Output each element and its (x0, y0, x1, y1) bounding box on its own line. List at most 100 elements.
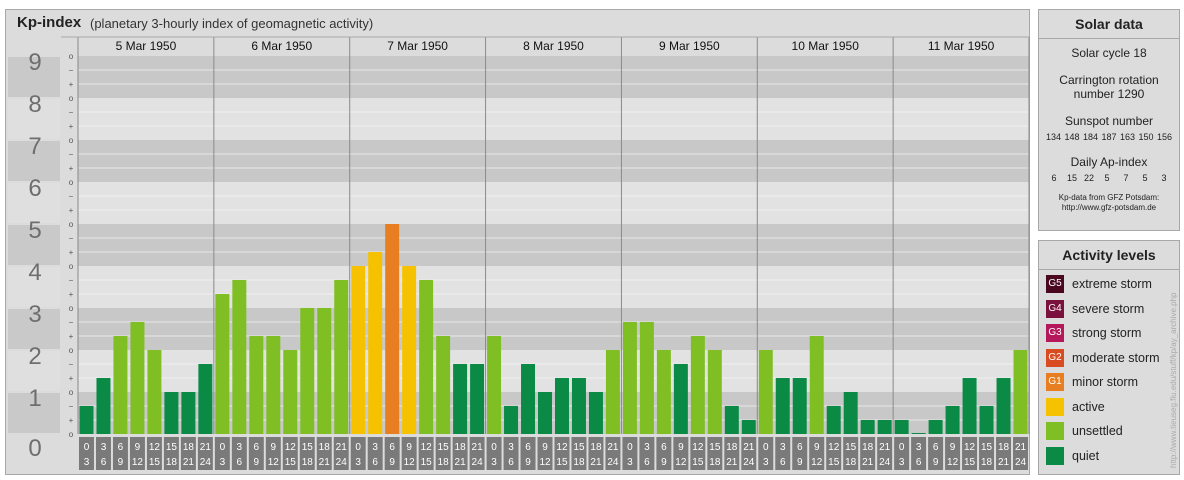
y-minor-label: o (69, 178, 74, 187)
interval-box (214, 437, 230, 470)
interval-box (265, 437, 281, 470)
kp-bar (317, 308, 332, 434)
interval-box (758, 437, 774, 470)
interval-start-label: 15 (709, 442, 721, 453)
y-minor-label: o (69, 430, 74, 439)
kp-band (78, 98, 1029, 140)
interval-end-label: 9 (389, 457, 395, 468)
kp-bar (928, 420, 943, 434)
day-label: 10 Mar 1950 (792, 39, 860, 53)
kp-bar (79, 405, 94, 434)
y-minor-label: + (69, 164, 74, 173)
legend-label: extreme storm (1072, 277, 1152, 291)
interval-box (639, 437, 655, 470)
kp-bar (996, 378, 1011, 434)
interval-start-label: 6 (254, 442, 260, 453)
kp-bar (113, 336, 128, 434)
interval-end-label: 15 (149, 457, 161, 468)
interval-box (554, 437, 570, 470)
y-minor-label: + (69, 122, 74, 131)
y-tick-label: 0 (28, 435, 41, 462)
kp-bar (266, 336, 281, 434)
interval-end-label: 12 (404, 457, 416, 468)
interval-end-label: 18 (573, 457, 585, 468)
kp-bar (843, 392, 858, 434)
y-tick-label: 7 (28, 133, 41, 160)
interval-start-label: 0 (355, 442, 361, 453)
kp-bar (470, 363, 485, 434)
y-minor-label: + (69, 332, 74, 341)
interval-box (690, 437, 706, 470)
interval-box (707, 437, 723, 470)
interval-box (877, 437, 893, 470)
interval-box (826, 437, 842, 470)
solar-cycle: Solar cycle 18 (1071, 46, 1147, 60)
day-label: 11 Mar 1950 (928, 39, 995, 53)
kp-bar (979, 405, 994, 434)
solar-data-panel: Solar data Solar cycle 18 Carrington rot… (1038, 9, 1180, 231)
interval-end-label: 9 (118, 457, 124, 468)
interval-end-label: 6 (508, 457, 514, 468)
interval-end-label: 12 (675, 457, 687, 468)
kp-bar (147, 350, 162, 434)
y-axis-band (8, 267, 60, 307)
legend-label: severe storm (1072, 301, 1145, 316)
kp-bar (232, 279, 247, 434)
y-minor-label: − (69, 108, 74, 117)
interval-start-label: 6 (933, 442, 939, 453)
interval-box (809, 437, 825, 470)
interval-end-label: 15 (285, 457, 297, 468)
interval-start-label: 21 (336, 442, 348, 453)
kp-bar (860, 420, 875, 434)
y-axis-band (8, 393, 60, 433)
interval-end-label: 9 (797, 457, 803, 468)
legend-swatch: G5 (1046, 275, 1064, 293)
kp-bar (402, 266, 417, 434)
legend-swatch (1046, 397, 1064, 416)
interval-box (469, 437, 485, 470)
interval-start-label: 12 (149, 442, 161, 453)
interval-end-label: 9 (254, 457, 260, 468)
interval-end-label: 3 (220, 457, 226, 468)
y-minor-label: + (69, 80, 74, 89)
interval-box (129, 437, 145, 470)
y-minor-label: o (69, 304, 74, 313)
interval-end-label: 3 (84, 457, 90, 468)
interval-box (282, 437, 298, 470)
legend-swatch: G2 (1046, 348, 1064, 367)
y-minor-label: − (69, 234, 74, 243)
y-minor-label: − (69, 402, 74, 411)
legend-label: unsettled (1072, 424, 1123, 438)
interval-end-label: 6 (237, 457, 243, 468)
interval-start-label: 6 (525, 442, 531, 453)
interval-end-label: 21 (183, 457, 195, 468)
interval-box (656, 437, 672, 470)
interval-start-label: 0 (220, 442, 226, 453)
interval-box (367, 437, 383, 470)
legend-label: moderate storm (1072, 350, 1160, 365)
interval-box (860, 437, 876, 470)
kp-bar (198, 363, 213, 434)
y-axis-band (8, 57, 60, 97)
interval-end-label: 9 (661, 457, 667, 468)
carrington-line2: number 1290 (1073, 87, 1145, 101)
interval-start-label: 15 (845, 442, 857, 453)
interval-box (197, 437, 213, 470)
interval-start-label: 12 (964, 442, 976, 453)
kp-bar (130, 321, 145, 434)
carrington-line1: Carrington rotation (1059, 73, 1159, 87)
interval-start-label: 6 (661, 442, 667, 453)
interval-start-label: 18 (455, 442, 467, 453)
solar-data-heading: Solar data (1039, 10, 1179, 39)
kp-bar (758, 350, 773, 434)
interval-box (79, 437, 94, 470)
kp-bar (538, 392, 552, 434)
interval-start-label: 18 (319, 442, 331, 453)
interval-start-label: 9 (271, 442, 277, 453)
interval-start-label: 18 (998, 442, 1010, 453)
interval-end-label: 6 (372, 457, 378, 468)
interval-end-label: 24 (607, 457, 619, 468)
source-line2: http://www.gfz-potsdam.de (1061, 203, 1157, 212)
interval-end-label: 15 (964, 457, 976, 468)
kp-bar-chart: 0123456789o+o+−o+−o+−o+−o+−o+−o+−o+−o−5 … (8, 36, 1030, 470)
